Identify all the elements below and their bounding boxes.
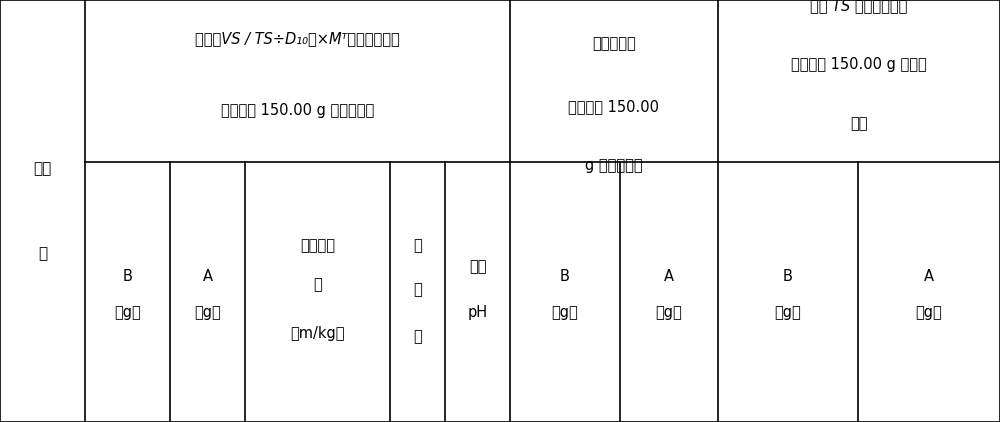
Text: 需）: 需）: [850, 116, 868, 131]
Text: 基于 TS 的试剂添加量: 基于 TS 的试剂添加量: [810, 0, 908, 13]
Text: 达: 达: [413, 329, 422, 344]
Text: 否: 否: [413, 282, 422, 297]
Text: A: A: [664, 269, 674, 284]
Text: （调理每 150.00 g 泥浆所: （调理每 150.00 g 泥浆所: [791, 57, 927, 72]
Text: 样品: 样品: [33, 161, 52, 176]
Text: B: B: [560, 269, 570, 284]
Text: （g）: （g）: [656, 306, 682, 320]
Text: 调理后比: 调理后比: [300, 238, 335, 253]
Text: A: A: [203, 269, 213, 284]
Text: A: A: [924, 269, 934, 284]
Text: 试剂添加量: 试剂添加量: [592, 36, 636, 51]
Text: （调理每 150.00: （调理每 150.00: [568, 99, 660, 114]
Text: pH: pH: [467, 306, 488, 320]
Text: （g）: （g）: [194, 306, 221, 320]
Text: （g）: （g）: [114, 306, 141, 320]
Text: （g）: （g）: [775, 306, 801, 320]
Text: 是: 是: [413, 238, 422, 253]
Text: 滤液: 滤液: [469, 259, 486, 274]
Text: 号: 号: [38, 246, 47, 261]
Text: 阻: 阻: [313, 277, 322, 292]
Text: B: B: [123, 269, 132, 284]
Text: （g）: （g）: [916, 306, 942, 320]
Text: （g）: （g）: [552, 306, 578, 320]
Text: 基于（VS / TS÷D₁₀）×Mᵀ的试剂添加量: 基于（VS / TS÷D₁₀）×Mᵀ的试剂添加量: [195, 32, 400, 46]
Text: B: B: [783, 269, 793, 284]
Text: （调理每 150.00 g 泥浆所需）: （调理每 150.00 g 泥浆所需）: [221, 103, 374, 118]
Text: （m/kg）: （m/kg）: [290, 326, 345, 341]
Text: g 泥浆所需）: g 泥浆所需）: [585, 158, 643, 173]
